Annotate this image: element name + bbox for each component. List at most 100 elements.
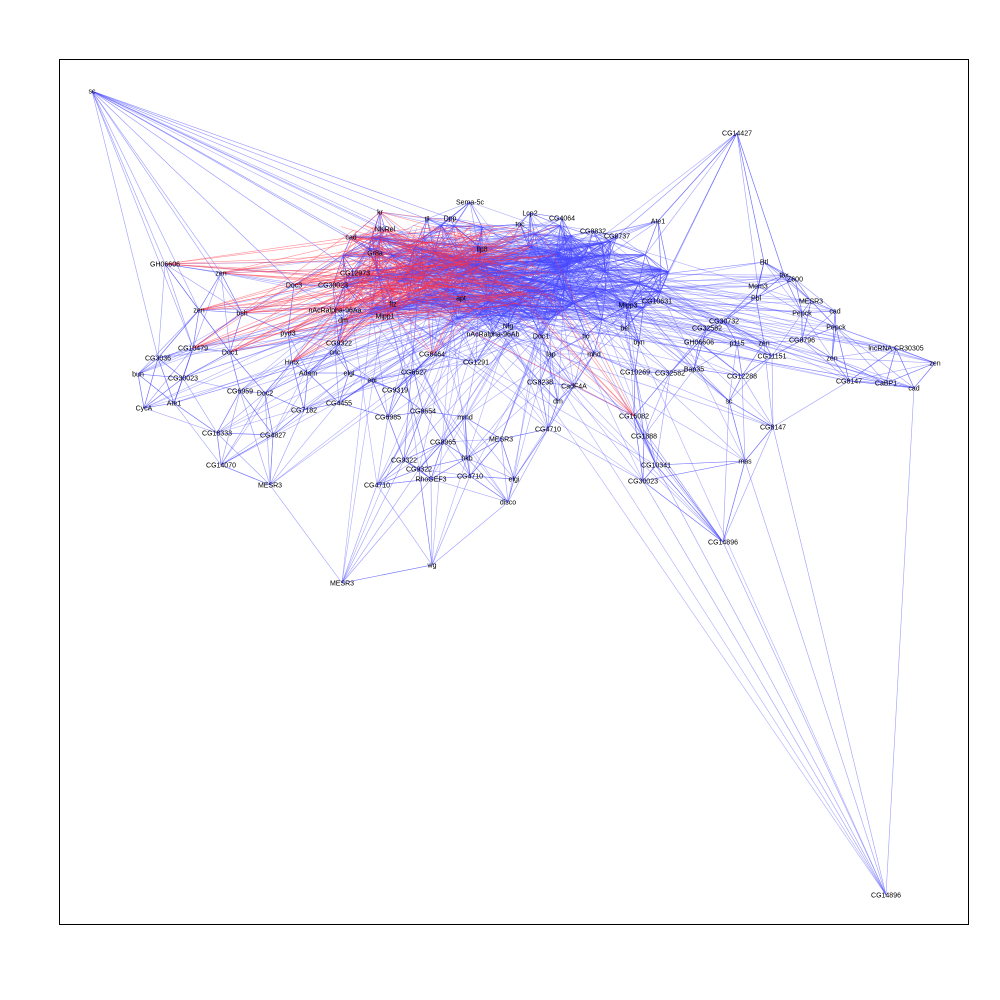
- node-label-doc3: Doc3: [286, 283, 302, 290]
- node-label-zen4: zen: [826, 356, 837, 363]
- network-edge: [376, 314, 479, 486]
- node-label-cg14070: CG14070: [206, 463, 236, 470]
- network-edge: [638, 282, 725, 322]
- network-edge: [363, 224, 450, 260]
- network-edge: [728, 400, 746, 462]
- network-edge: [137, 373, 175, 404]
- network-edge: [91, 90, 517, 306]
- network-edge: [540, 262, 543, 292]
- network-edge: [334, 319, 344, 353]
- network-edge: [457, 315, 502, 319]
- network-edge: [346, 247, 370, 278]
- network-edge: [548, 303, 574, 320]
- network-edge: [229, 226, 375, 353]
- network-edge: [556, 253, 661, 292]
- network-edge: [430, 478, 433, 566]
- network-edge: [91, 90, 467, 264]
- network-edge: [475, 306, 536, 363]
- node-label-cg14427: CG14427: [722, 131, 752, 138]
- node-label-cg6985: CG6985: [375, 415, 401, 422]
- network-edge: [464, 416, 471, 477]
- node-label-nacralpha: nAcRalpha-96Aa: [309, 308, 362, 315]
- network-edge: [466, 271, 669, 459]
- network-edge: [539, 381, 549, 430]
- network-edge: [492, 325, 509, 335]
- network-edge: [341, 468, 420, 584]
- node-label-cg9322a: CG9322: [391, 458, 417, 465]
- network-edge: [559, 225, 611, 242]
- network-edge: [554, 258, 572, 264]
- network-edge: [534, 306, 542, 337]
- network-edge: [464, 361, 477, 418]
- network-edge: [603, 255, 636, 373]
- network-edge: [404, 236, 440, 252]
- network-edge: [427, 300, 433, 355]
- network-edge: [659, 285, 759, 292]
- network-edge: [369, 211, 381, 243]
- node-label-lcp2: Lcp2: [522, 211, 537, 218]
- node-label-cg6627: CG6627: [401, 370, 427, 377]
- network-edge: [771, 339, 803, 357]
- network-edge: [483, 307, 887, 896]
- network-edge: [570, 248, 725, 322]
- network-edge: [540, 235, 572, 263]
- network-edge: [669, 368, 695, 374]
- network-edge: [392, 282, 414, 315]
- network-edge: [434, 251, 915, 389]
- network-edge: [464, 272, 724, 543]
- network-edge: [633, 415, 724, 543]
- network-edge: [564, 237, 640, 284]
- node-label-cg10631: CG10631: [642, 299, 672, 306]
- network-edge: [528, 242, 602, 246]
- network-edge: [831, 357, 887, 384]
- network-edge: [475, 314, 479, 363]
- network-edge: [602, 319, 700, 343]
- network-edge: [137, 309, 200, 375]
- network-edge: [540, 261, 569, 264]
- network-edge: [216, 390, 241, 434]
- network-edge: [643, 435, 724, 543]
- network-edge: [507, 305, 518, 327]
- network-edge: [269, 434, 274, 486]
- network-edge: [561, 292, 595, 308]
- network-edge: [728, 355, 773, 402]
- network-edge: [507, 262, 555, 503]
- network-edge: [348, 246, 384, 301]
- network-edge: [387, 371, 415, 418]
- network-edge: [558, 237, 566, 253]
- network-edge: [483, 307, 509, 327]
- network-edge: [483, 256, 550, 260]
- network-edge: [585, 327, 626, 337]
- network-edge: [565, 235, 572, 238]
- network-edge: [553, 271, 563, 291]
- network-edge: [564, 237, 572, 250]
- network-edge: [605, 254, 611, 291]
- network-edge: [334, 285, 345, 311]
- network-edge: [414, 248, 422, 257]
- network-edge: [557, 353, 595, 402]
- node-label-zen2: zen: [193, 308, 204, 315]
- network-edge: [426, 218, 435, 252]
- network-edge: [558, 252, 572, 259]
- node-label-layer: sc CG14427 Sema-5c kr Lcp2 CG4064 Ate1 cad NKRel…: [89, 89, 941, 900]
- network-edge: [848, 380, 915, 389]
- node-label-tio: tio: [582, 334, 590, 341]
- network-edge: [449, 217, 455, 226]
- network-edge: [558, 235, 572, 253]
- network-edge: [466, 457, 509, 503]
- network-edge: [164, 263, 222, 274]
- network-edge: [763, 261, 803, 314]
- network-edge: [535, 306, 549, 320]
- network-edge: [457, 262, 569, 319]
- network-edge: [391, 226, 413, 270]
- network-edge: [445, 289, 549, 430]
- node-label-cg12288: CG12288: [727, 374, 757, 381]
- network-edge: [418, 234, 483, 275]
- network-edge: [332, 248, 571, 286]
- network-edge: [303, 372, 350, 411]
- network-edge: [736, 132, 759, 287]
- node-label-tll: tll: [424, 217, 430, 224]
- network-edge: [408, 299, 415, 373]
- network-edge: [801, 339, 850, 382]
- network-edge: [638, 307, 644, 343]
